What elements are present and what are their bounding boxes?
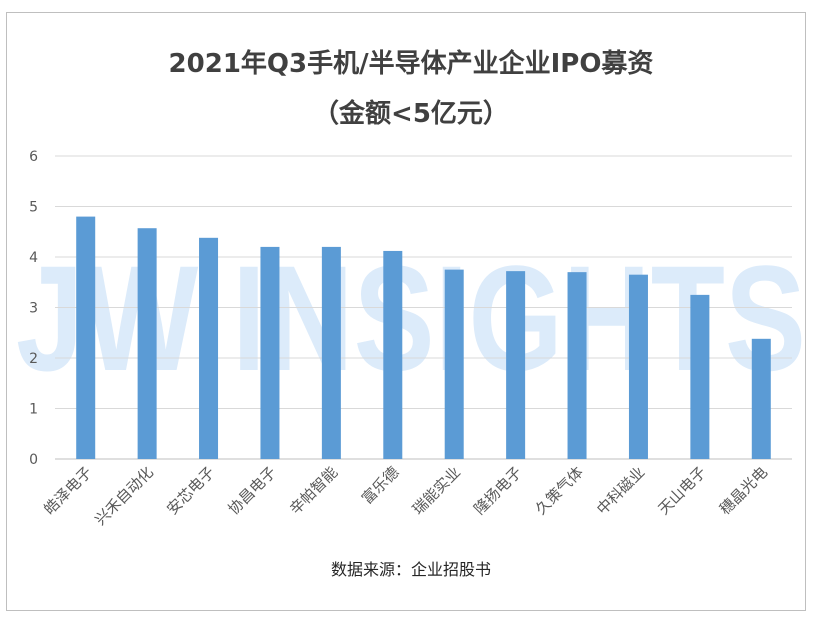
- y-tick-label: 4: [29, 250, 38, 266]
- chart-title: 2021年Q3手机/半导体产业企业IPO募资: [168, 49, 654, 79]
- y-tick-label: 6: [29, 149, 38, 165]
- x-tick-label: 兴禾自动化: [91, 463, 157, 529]
- bar: [444, 269, 464, 459]
- chart-subtitle: （金额<5亿元）: [313, 99, 509, 129]
- x-tick-label: 瑞能实业: [409, 463, 464, 518]
- data-source-note: 数据来源：企业招股书: [330, 560, 491, 579]
- bar: [751, 338, 771, 459]
- bar: [383, 250, 403, 459]
- bar: [260, 246, 280, 459]
- x-tick-label: 久策气体: [532, 463, 587, 518]
- y-tick-label: 2: [29, 351, 38, 367]
- x-tick-label: 富乐德: [358, 463, 403, 508]
- bar: [76, 216, 96, 459]
- x-tick-label: 中科磁业: [593, 463, 648, 518]
- bar: [506, 271, 526, 459]
- bar: [628, 274, 648, 459]
- x-tick-label: 协昌电子: [225, 463, 280, 518]
- x-tick-label: 安芯电子: [163, 463, 218, 518]
- x-tick-label: 隆扬电子: [470, 463, 525, 518]
- watermark-text: JW INSIGHTS: [16, 234, 806, 402]
- x-tick-label: 天山电子: [655, 463, 710, 518]
- bar: [321, 246, 341, 459]
- y-tick-label: 1: [29, 402, 38, 418]
- y-tick-label: 5: [29, 200, 38, 216]
- y-tick-label: 0: [29, 452, 38, 468]
- x-tick-label: 辛帕智能: [286, 463, 341, 518]
- y-tick-label: 3: [29, 301, 38, 317]
- bar: [199, 237, 219, 459]
- x-tick-label: 皓泽电子: [40, 463, 95, 518]
- x-tick-label: 穗晶光电: [716, 463, 771, 518]
- bar: [690, 294, 710, 459]
- bar: [567, 272, 587, 459]
- bar: [137, 228, 157, 459]
